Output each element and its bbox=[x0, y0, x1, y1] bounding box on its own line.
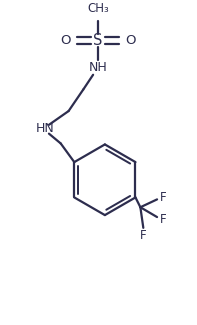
Text: O: O bbox=[60, 34, 71, 47]
Text: NH: NH bbox=[89, 61, 107, 74]
Text: O: O bbox=[125, 34, 136, 47]
Text: F: F bbox=[160, 191, 166, 204]
Text: F: F bbox=[160, 213, 166, 226]
Text: S: S bbox=[93, 33, 103, 48]
Text: HN: HN bbox=[36, 122, 55, 135]
Text: CH₃: CH₃ bbox=[87, 2, 109, 15]
Text: F: F bbox=[140, 229, 147, 242]
